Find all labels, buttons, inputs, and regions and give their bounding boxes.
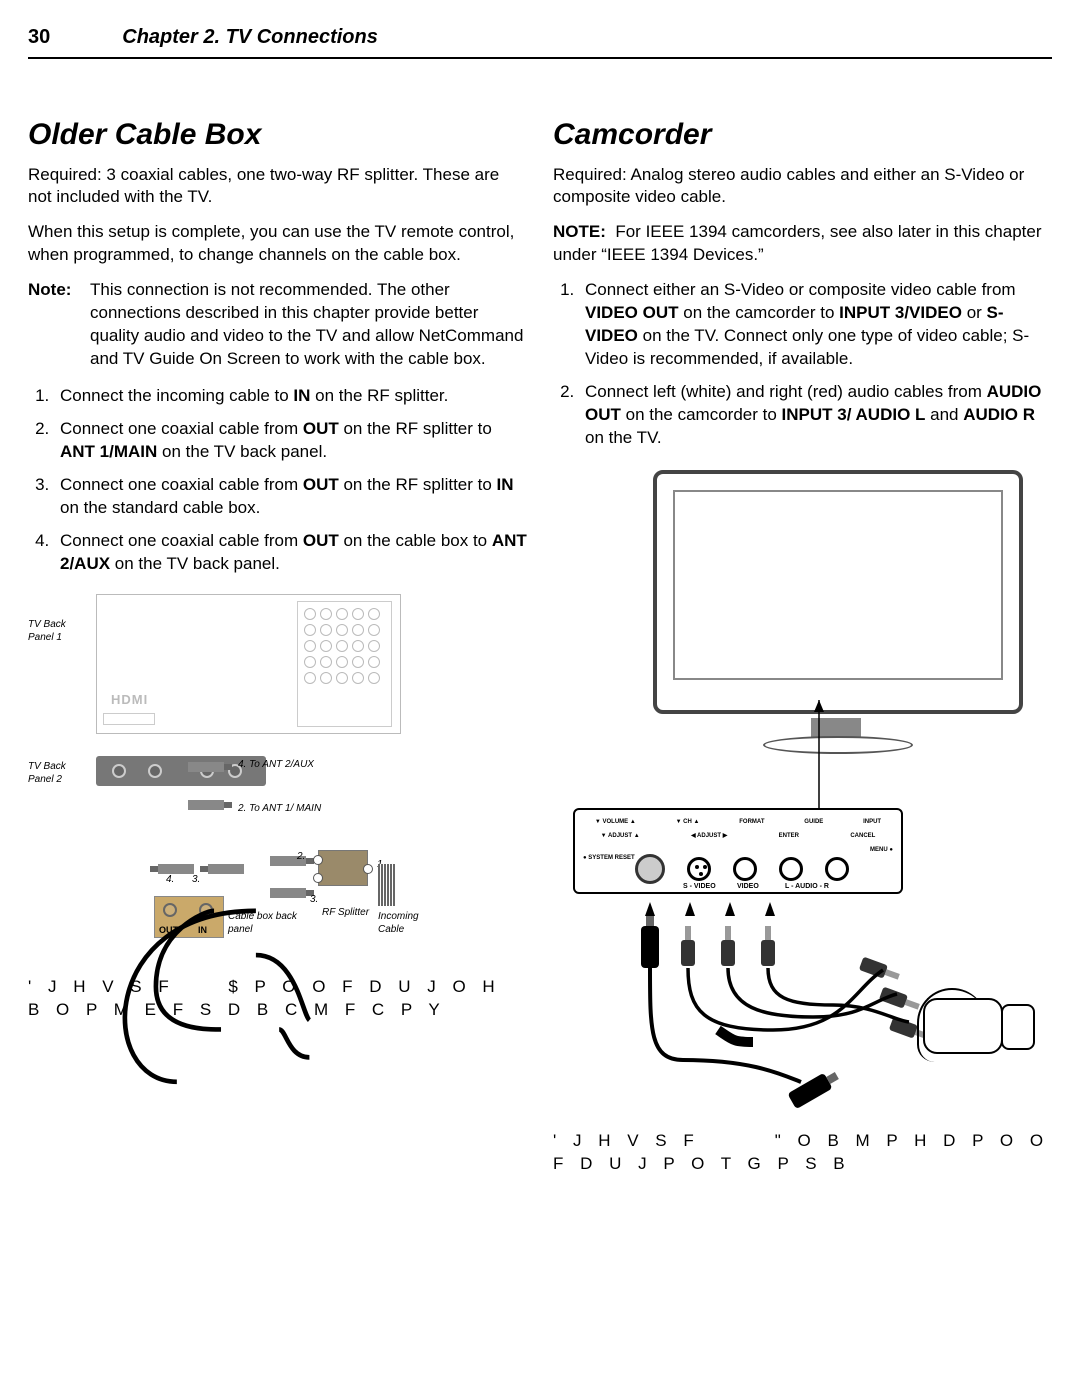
page-number: 30: [28, 24, 50, 51]
coax-plug: [270, 888, 306, 898]
camcorder-required: Required: Analog stereo audio cables and…: [553, 164, 1052, 210]
step-item: Connect one coaxial cable from OUT on th…: [54, 530, 527, 576]
panel-button-label: ▼ ADJUST ▲: [601, 832, 640, 840]
hdmi-logo: HDMI: [111, 691, 148, 709]
arrow-up-icon: [765, 902, 775, 916]
panel-button-label: INPUT: [863, 818, 881, 826]
panel-button-label: ▼ VOLUME ▲: [595, 818, 636, 826]
label-menu: MENU ●: [870, 846, 893, 854]
label-audio-lr: L - AUDIO - R: [785, 882, 829, 891]
figure-caption-left: ' J H V S F $ P O O F D U J O H B O P M …: [28, 976, 527, 1022]
rca-plug-icon: [681, 926, 695, 966]
rca-plug-icon: [761, 926, 775, 966]
label-to-ant1: 2. To ANT 1/ MAIN: [238, 802, 321, 816]
arrow-up-icon: [685, 902, 695, 916]
step-item: Connect either an S-Video or composite v…: [579, 279, 1052, 371]
panel-button-label: GUIDE: [804, 818, 823, 826]
rca-plug-icon: [721, 926, 735, 966]
coax-plug: [188, 762, 224, 772]
step-item: Connect one coaxial cable from OUT on th…: [54, 418, 527, 464]
camcorder-steps: Connect either an S-Video or composite v…: [553, 279, 1052, 450]
video-port-icon: [733, 857, 757, 881]
svideo-plug-icon: [787, 1073, 832, 1110]
coax-plug: [208, 864, 244, 874]
rf-splitter: [318, 850, 368, 886]
panel-button-label: ENTER: [779, 832, 799, 840]
coax-plug: [158, 864, 194, 874]
label-step-3b: 3.: [192, 873, 200, 887]
figure-camcorder-diagram: ▼ VOLUME ▲ ▼ CH ▲ FORMAT GUIDE INPUT ▼ ADJUS…: [553, 470, 1053, 1120]
headphone-port-icon: [635, 854, 665, 884]
jack-grid: [297, 601, 392, 727]
pointer-line: [799, 700, 839, 810]
coax-plug: [188, 800, 224, 810]
service-box: [103, 713, 155, 725]
label-step-3: 3.: [310, 893, 318, 907]
step-item: Connect one coaxial cable from OUT on th…: [54, 474, 527, 520]
label-svideo: S - VIDEO: [683, 882, 716, 891]
left-column: Older Cable Box Required: 3 coaxial cabl…: [28, 115, 527, 1176]
svideo-plug-icon: [641, 926, 659, 968]
tv-front-panel: ▼ VOLUME ▲ ▼ CH ▲ FORMAT GUIDE INPUT ▼ ADJUS…: [573, 808, 903, 894]
audio-r-port-icon: [825, 857, 849, 881]
chapter-title: Chapter 2. TV Connections: [122, 24, 378, 51]
note-label: Note:: [28, 279, 90, 371]
arrow-up-icon: [645, 902, 655, 916]
section-title-camcorder: Camcorder: [553, 115, 1052, 156]
panel-button-label: ▼ CH ▲: [676, 818, 700, 826]
cablebox-note: Note: This connection is not recommended…: [28, 279, 527, 371]
label-video: VIDEO: [737, 882, 759, 891]
label-rf-splitter: RF Splitter: [322, 906, 369, 920]
audio-l-port-icon: [779, 857, 803, 881]
rca-plug-icon: [859, 956, 901, 983]
camcorder-note: NOTE: For IEEE 1394 camcorders, see also…: [553, 221, 1052, 267]
cablebox-intro: When this setup is complete, you can use…: [28, 221, 527, 267]
label-cable-box: Cable box back panel: [228, 910, 298, 937]
arrow-row: [645, 902, 775, 916]
svideo-port-icon: [687, 857, 711, 881]
panel-button-label: ◀ ADJUST ▶: [691, 832, 727, 840]
label-out: OUT: [159, 924, 178, 936]
label-incoming-cable: Incoming Cable: [378, 910, 438, 937]
section-title-cablebox: Older Cable Box: [28, 115, 527, 156]
camcorder-icon: [913, 980, 1043, 1080]
step-item: Connect the incoming cable to IN on the …: [54, 385, 527, 408]
label-tv-back-panel-1: TV Back Panel 1: [28, 618, 88, 645]
figure-cablebox-diagram: TV Back Panel 1 HDMI TV Back Panel 2: [28, 594, 458, 954]
arrow-up-icon: [725, 902, 735, 916]
figure-caption-right: ' J H V S F " O B M P H D P O O F D U J …: [553, 1130, 1052, 1176]
cablebox-steps: Connect the incoming cable to IN on the …: [28, 385, 527, 576]
incoming-cable-icon: [378, 864, 396, 906]
label-tv-back-panel-2: TV Back Panel 2: [28, 760, 88, 787]
cablebox-required: Required: 3 coaxial cables, one two-way …: [28, 164, 527, 210]
label-system-reset: ● SYSTEM RESET: [583, 854, 635, 862]
right-column: Camcorder Required: Analog stereo audio …: [553, 115, 1052, 1176]
panel-button-label: FORMAT: [739, 818, 764, 826]
port-row: [635, 854, 849, 884]
label-to-ant2: 4. To ANT 2/AUX: [238, 758, 314, 772]
tv-monitor: [653, 470, 1043, 770]
step-item: Connect left (white) and right (red) aud…: [579, 381, 1052, 450]
page-header: 30 Chapter 2. TV Connections: [28, 24, 1052, 59]
label-step-4: 4.: [166, 873, 174, 887]
tv-back-panel-1: HDMI: [96, 594, 401, 734]
label-step-2: 2.: [297, 850, 305, 864]
label-in: IN: [198, 924, 207, 936]
note-body: This connection is not recommended. The …: [90, 279, 527, 371]
panel-button-label: CANCEL: [850, 832, 875, 840]
